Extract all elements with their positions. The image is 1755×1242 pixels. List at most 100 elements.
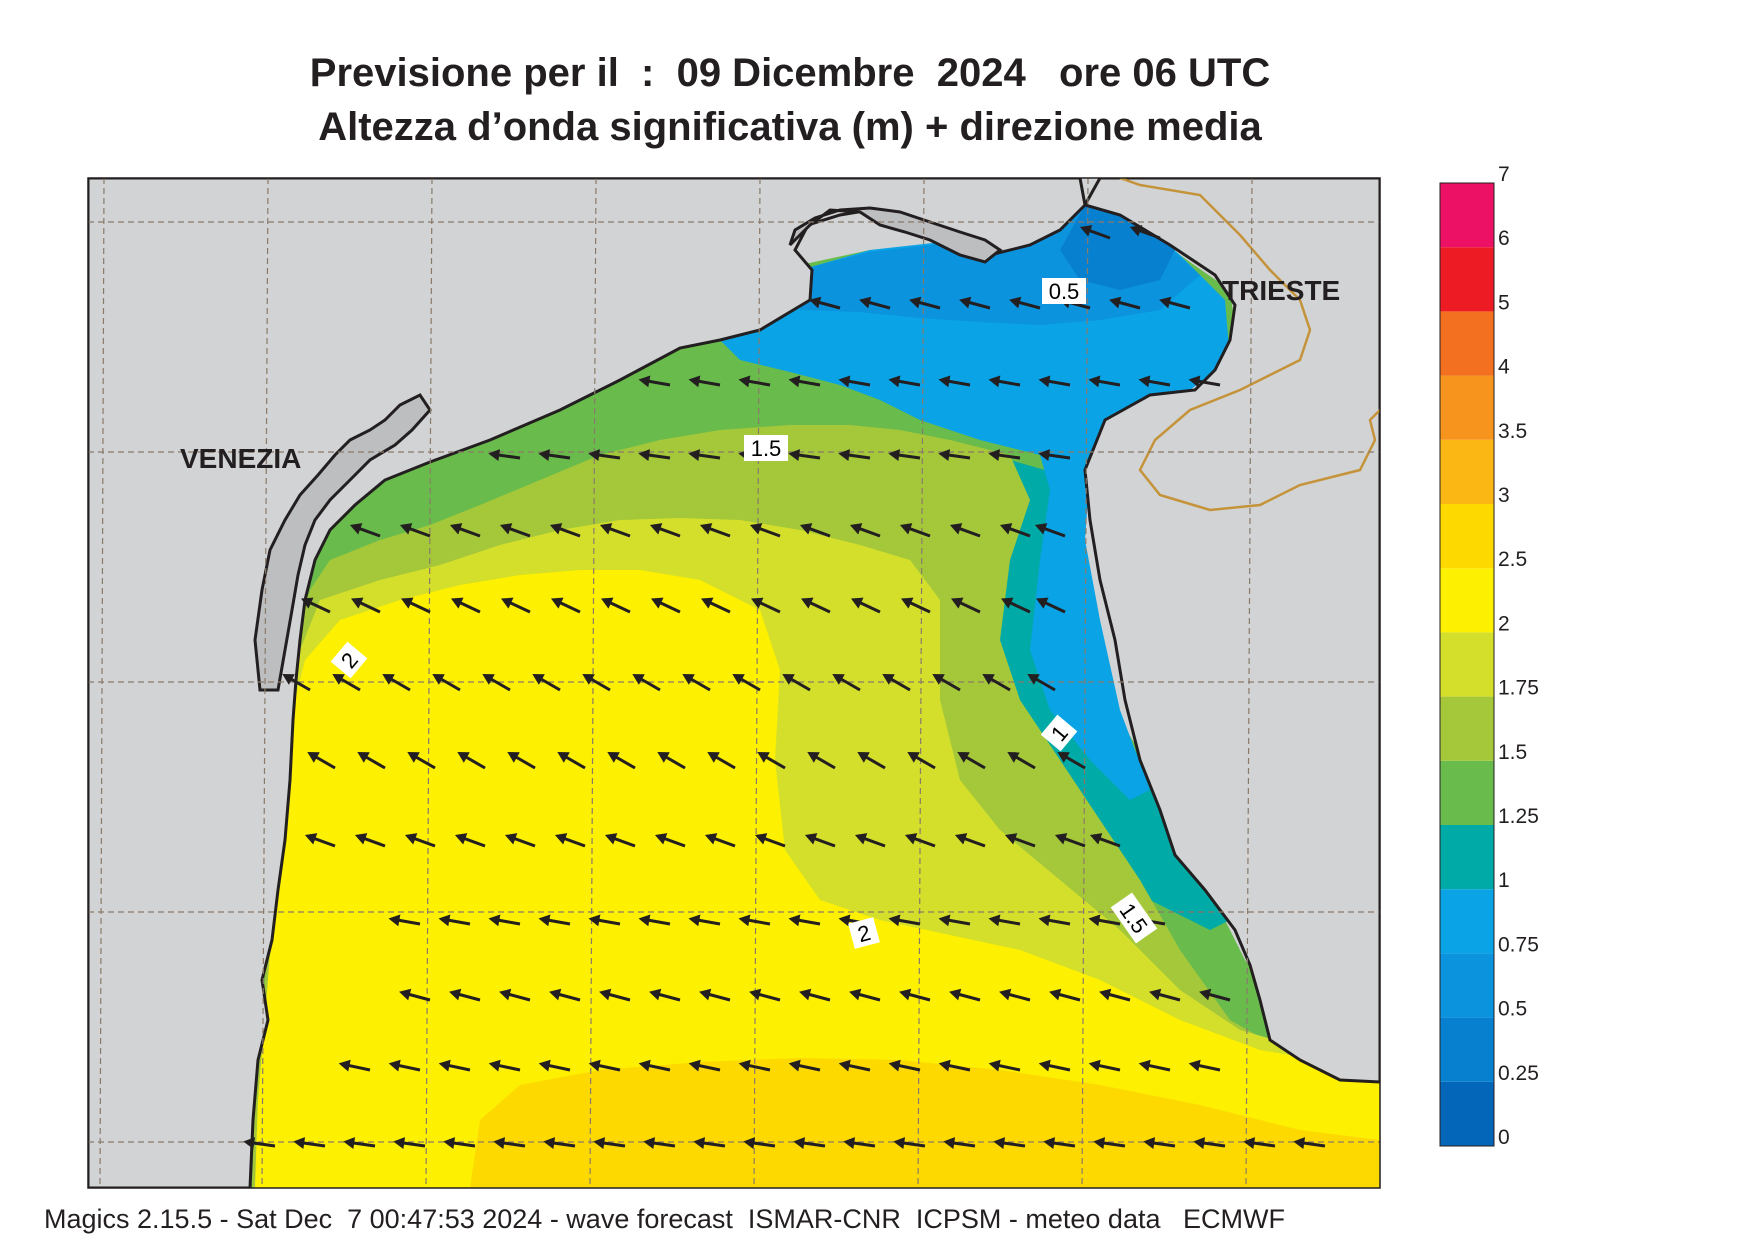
wave-arrow-head [1000, 597, 1014, 609]
wave-arrow-head [949, 988, 962, 1001]
wave-arrow-head [554, 833, 568, 845]
wave-arrow-head [1009, 296, 1022, 309]
wave-arrow-head [638, 375, 651, 388]
wave-arrow-head [607, 752, 620, 763]
wave-arrow-head [538, 914, 551, 927]
colorbar-swatch [1440, 311, 1494, 376]
wave-arrow-head [888, 914, 901, 927]
wave-arrow-head [700, 597, 714, 609]
wave-arrow-head [350, 597, 364, 609]
colorbar-tick-label: 0 [1498, 1126, 1510, 1149]
wave-arrow-head [1038, 914, 1051, 927]
wave-arrow-head [1057, 752, 1070, 763]
title-line-2: Altezza d’onda significativa (m) + direz… [318, 105, 1262, 149]
sea-band-0-75 [720, 195, 1230, 800]
wave-arrow-head [343, 1137, 356, 1150]
country-border [1119, 178, 1380, 512]
wave-arrow-head [749, 523, 763, 535]
contour-label-2-west: 2 [330, 641, 368, 679]
wave-arrow-head [838, 1059, 851, 1072]
wave-arrow-head [393, 1137, 406, 1150]
wave-arrow-head [932, 674, 945, 685]
colorbar-tick-label: 1 [1498, 869, 1510, 892]
wave-arrow-head [1035, 597, 1049, 609]
wave-arrow-head [499, 988, 512, 1001]
wave-arrow-head [449, 523, 463, 535]
wave-arrow-head [657, 752, 670, 763]
contour-label-1-east: 1 [1040, 714, 1078, 752]
wave-arrow-head [399, 523, 413, 535]
wave-arrow-head [532, 674, 545, 685]
wave-arrow-head [793, 1137, 806, 1150]
wave-arrow-head [1188, 375, 1201, 388]
colorbar-swatch [1440, 247, 1494, 312]
wave-arrow-head [893, 1137, 906, 1150]
wave-arrow-head [438, 914, 451, 927]
wave-arrow-head [732, 674, 745, 685]
wave-arrow-head [1034, 523, 1048, 535]
wave-arrow-head [1038, 449, 1051, 462]
wave-arrow-head [1129, 225, 1143, 237]
wave-arrow-head [1188, 1059, 1201, 1072]
wave-arrow-head [407, 752, 420, 763]
wave-arrow-head [982, 674, 995, 685]
colorbar-tick-label: 5 [1498, 291, 1510, 314]
wave-arrow-head [688, 375, 701, 388]
colorbar-tick-label: 6 [1498, 227, 1510, 250]
wave-arrow-head [682, 674, 695, 685]
colorbar-swatch [1440, 825, 1494, 890]
wave-arrow-head [600, 597, 614, 609]
colorbar-tick-label: 2 [1498, 612, 1510, 635]
wave-arrow-head [588, 449, 601, 462]
wave-arrow-head [304, 833, 318, 845]
wave-arrow-head [888, 1059, 901, 1072]
wave-arrow-head [754, 833, 768, 845]
wave-arrow-head [909, 296, 922, 309]
wave-arrow-head [959, 296, 972, 309]
wave-arrow-head [957, 752, 970, 763]
wave-arrow-head [443, 1137, 456, 1150]
colorbar-tick-label: 0.25 [1498, 1062, 1539, 1085]
wave-arrow-head [457, 752, 470, 763]
wave-arrow-head [357, 752, 370, 763]
colorbar-tick-label: 4 [1498, 356, 1510, 379]
wave-arrow-head [307, 752, 320, 763]
wave-arrow-head [809, 296, 822, 309]
wave-arrow-head [757, 752, 770, 763]
wave-arrow-head [1088, 1059, 1101, 1072]
colorbar-tick-label: 2.5 [1498, 548, 1527, 571]
wave-arrow-head [650, 597, 664, 609]
wave-arrow-head [432, 674, 445, 685]
svg-text:0.5: 0.5 [1049, 279, 1080, 304]
wave-arrow-head [654, 833, 668, 845]
colorbar-tick-label: 1.25 [1498, 805, 1539, 828]
wave-arrow-head [750, 597, 764, 609]
wave-arrow-head [638, 1059, 651, 1072]
wave-arrow-head [782, 674, 795, 685]
colorbar-swatch [1440, 568, 1494, 633]
colorbar-swatch [1440, 1017, 1494, 1082]
colorbar-tick-label: 1.75 [1498, 677, 1539, 700]
colorbar-tick-label: 7 [1498, 163, 1510, 186]
wave-arrow-head [943, 1137, 956, 1150]
wave-arrow-head [832, 674, 845, 685]
wave-arrow-head [1027, 674, 1040, 685]
svg-text:1.5: 1.5 [751, 436, 782, 461]
contour-label-2-south: 2 [848, 917, 880, 949]
wave-arrow-head [588, 914, 601, 927]
wave-arrow-head [988, 914, 1001, 927]
wave-arrow-head [1109, 296, 1122, 309]
wave-arrow-head [632, 674, 645, 685]
wave-arrow-head [788, 449, 801, 462]
wave-arrow-head [888, 375, 901, 388]
city-label-trieste: TRIESTE [1222, 275, 1340, 306]
wave-arrow-head [243, 1137, 256, 1150]
wave-arrow-head [999, 523, 1013, 535]
wave-arrow-head [938, 375, 951, 388]
wave-arrow-head [749, 988, 762, 1001]
wave-arrow-head [604, 833, 618, 845]
wave-arrow-head [850, 597, 864, 609]
wave-arrow-head [382, 674, 395, 685]
wave-arrow-head [1089, 833, 1103, 845]
colorbar-legend: 0 0.25 0.5 0.75 1 1.25 1.5 1.75 2 2.5 3 3.5 4 5 6 7 [1439, 163, 1539, 1149]
